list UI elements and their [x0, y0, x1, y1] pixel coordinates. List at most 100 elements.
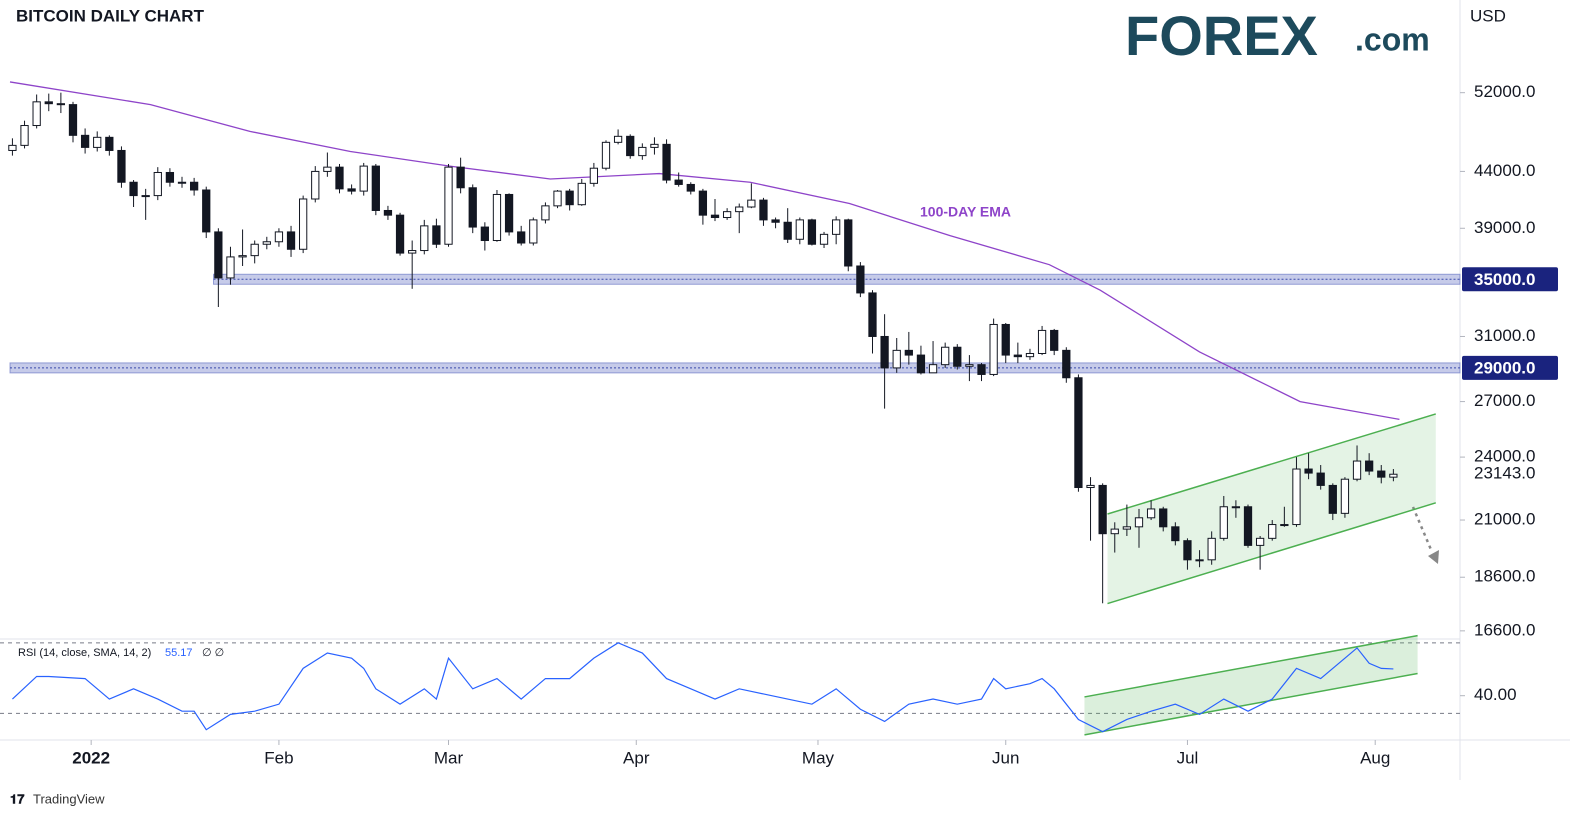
candle-body: [892, 349, 901, 369]
candle-body: [1292, 468, 1301, 526]
candle-body: [153, 171, 162, 197]
candle-body: [759, 199, 768, 221]
candle-body: [1280, 524, 1289, 527]
candle-body: [141, 195, 150, 198]
brand-name: FOREX: [1125, 4, 1318, 67]
candle-body: [1340, 478, 1350, 514]
last-price-label: 23143.0: [1474, 464, 1535, 483]
candle-body: [1122, 526, 1132, 530]
currency-label: USD: [1470, 6, 1506, 25]
candle-body: [1134, 517, 1144, 528]
candle-body: [832, 219, 841, 235]
candle-body: [1328, 484, 1337, 514]
y-tick-label: 52000.0: [1474, 82, 1535, 101]
level-tag: [1462, 355, 1558, 380]
candle-body: [565, 190, 574, 206]
candle-body: [650, 143, 659, 148]
candle-body: [238, 255, 247, 258]
candle-body: [735, 206, 744, 213]
x-tick-label: Apr: [623, 748, 650, 767]
candle-body: [1304, 468, 1313, 474]
level-label: 29000.0: [1474, 358, 1535, 377]
candle-body: [1183, 540, 1192, 561]
ema-label: 100-DAY EMA: [920, 204, 1011, 220]
y-tick-label: 44000.0: [1474, 161, 1535, 180]
candle-body: [747, 199, 756, 208]
candle-body: [686, 183, 695, 192]
candle-body: [989, 323, 998, 375]
candle-body: [807, 219, 817, 245]
candle-body: [965, 364, 974, 367]
y-tick-label: 27000.0: [1474, 391, 1535, 410]
projection-arrowhead: [1428, 550, 1439, 564]
candle-body: [1365, 460, 1374, 472]
candle-body: [20, 125, 29, 146]
candle-body: [1013, 354, 1022, 358]
brand-suffix: .com: [1355, 21, 1430, 57]
candle-body: [420, 225, 429, 252]
footer-text: TradingView: [33, 791, 105, 806]
candle-body: [1352, 460, 1362, 480]
candle-body: [408, 250, 417, 254]
candle-body: [395, 214, 405, 254]
candle-body: [904, 349, 913, 356]
candle-body: [286, 231, 296, 250]
footer-icon: 𝟏𝟕: [10, 791, 25, 806]
candle-body: [274, 231, 284, 243]
candle-body: [553, 190, 562, 207]
candle-body: [1098, 484, 1107, 535]
candle-body: [880, 335, 889, 369]
candle-body: [226, 256, 235, 279]
candle-body: [517, 231, 526, 244]
candle-body: [1050, 329, 1059, 351]
candle-body: [1062, 349, 1071, 379]
level-zone: [213, 273, 1461, 285]
y-tick-label: 21000.0: [1474, 510, 1535, 529]
candle-body: [383, 209, 393, 216]
y-tick-label: 18600.0: [1474, 567, 1535, 586]
candle-body: [541, 205, 550, 221]
candle-body: [1255, 537, 1265, 546]
candle-body: [80, 134, 90, 148]
candle-body: [1268, 524, 1277, 539]
candle-body: [1159, 508, 1168, 528]
ema-line: [9, 81, 1400, 421]
candle-body: [710, 214, 720, 219]
rsi-channel-upper: [1084, 634, 1418, 698]
candle-body: [68, 104, 78, 136]
x-tick-label: May: [802, 748, 835, 767]
candle-body: [262, 241, 271, 245]
x-tick-label: Mar: [434, 748, 464, 767]
candle-body: [1243, 506, 1253, 546]
projection-arrow: [1411, 506, 1434, 553]
candle-body: [977, 364, 986, 375]
candle-body: [371, 165, 380, 211]
candle-body: [577, 182, 586, 206]
candle-body: [165, 171, 175, 183]
rsi-title: RSI (14, close, SMA, 14, 2): [18, 647, 151, 659]
x-tick-label: 2022: [72, 748, 110, 767]
candle-body: [1001, 323, 1010, 356]
x-tick-label: Jun: [992, 748, 1019, 767]
candle-body: [32, 101, 41, 127]
candle-body: [1377, 470, 1386, 478]
candle-body: [299, 198, 308, 250]
candle-body: [868, 292, 877, 337]
candle-body: [250, 243, 259, 257]
candle-body: [589, 167, 599, 184]
candle-body: [771, 219, 780, 223]
candle-body: [1037, 329, 1047, 354]
candle-body: [529, 219, 538, 244]
candle-body: [1219, 506, 1228, 539]
candle-body: [468, 187, 477, 228]
candle-body: [44, 101, 53, 105]
candle-body: [117, 149, 126, 183]
candle-body: [492, 193, 502, 242]
candle-body: [819, 233, 829, 245]
candle-body: [613, 135, 623, 143]
candle-body: [504, 193, 514, 233]
rsi-line: [12, 642, 1394, 733]
candle-body: [444, 166, 453, 245]
